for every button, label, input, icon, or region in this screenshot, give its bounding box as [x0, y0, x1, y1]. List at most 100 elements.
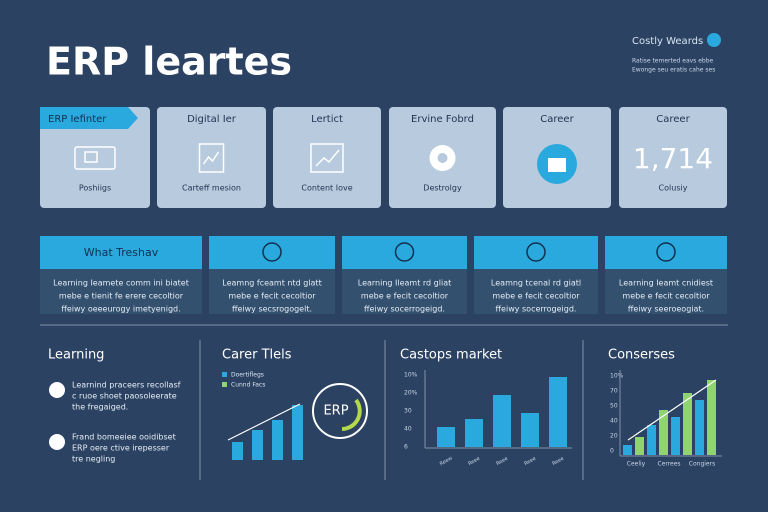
y-tick-label: 30 [404, 408, 412, 415]
card-caption: Colusiy [659, 184, 688, 193]
card-caption: Poshiigs [79, 184, 111, 193]
y-tick-label: 20% [404, 390, 418, 397]
card-caption: Content Iove [301, 184, 352, 193]
legend-label: Cunnd Facs [231, 382, 265, 389]
bar [521, 413, 539, 447]
bar [549, 377, 567, 447]
card-tab [40, 107, 138, 129]
item-text: Frand bomeeiee ooidibset [72, 433, 176, 442]
legend-label: Doertiflegs [231, 372, 264, 379]
icon [548, 158, 566, 172]
y-tick-label: 20 [610, 433, 618, 440]
badge-text: ERP [323, 404, 348, 419]
feature-text: ffeiwy secsrogogelt. [232, 305, 312, 314]
y-tick-label: 0 [610, 448, 614, 455]
icon [202, 151, 220, 165]
x-tick-label: Reew [439, 455, 454, 467]
card-label: Digital Ier [187, 114, 237, 125]
bar [635, 437, 644, 455]
feature-text: mebe e fecit cecoltior [228, 292, 316, 301]
header-note: Ratise temerted eavs ebbe [632, 58, 714, 65]
y-tick-label: 50 [610, 403, 618, 410]
feature-text: Leamng tcenal rd giatl [491, 279, 581, 288]
x-tick-label: Reee [495, 456, 509, 467]
icon [198, 143, 225, 173]
bar [647, 425, 656, 455]
item-text: tre negling [72, 455, 115, 464]
y-tick-label: 10% [610, 373, 624, 380]
feature-text: ffeiwy socerrogeigd. [496, 305, 577, 314]
feature-text: mebe e tienit fe erere cecoltior [59, 292, 184, 301]
card-label: Career [540, 114, 574, 125]
badge-arc [341, 398, 362, 431]
item-icon [49, 382, 65, 398]
feature-text: Leamng fceamt ntd glatt [222, 279, 321, 288]
feature-icon [656, 242, 676, 262]
feature-header [342, 236, 467, 269]
feature-header [605, 236, 727, 269]
feature-icon [394, 242, 415, 262]
bar [493, 395, 511, 447]
y-tick-label: 70 [610, 388, 618, 395]
feature-text: ffeiwy seeroeogiat. [628, 305, 704, 314]
x-tick-label: Congiers [689, 461, 715, 468]
bar [707, 380, 716, 455]
card-tab-label: ERP Iefinter [48, 114, 107, 125]
y-tick-label: 6 [404, 444, 408, 451]
card-value: 1,714 [633, 142, 713, 175]
trend-line [227, 403, 301, 441]
item-icon [49, 434, 65, 450]
badge-label: Costly Weards [632, 36, 703, 47]
bar [232, 442, 243, 460]
x-tick-label: Reee [551, 456, 565, 467]
feature-text: Learning Ieamete comm ini biatet [53, 279, 189, 288]
card-caption: Destrolgy [423, 184, 462, 193]
card [273, 107, 381, 208]
bar [659, 410, 668, 455]
header-note: Ewonge seu eratis cahe ses [632, 67, 715, 74]
feature-text: Learning Ileamt rd gliat [358, 279, 451, 288]
item-text: c ruoe shoet paosoleerate [72, 392, 177, 401]
legend-swatch [222, 372, 227, 377]
feature-icon [262, 242, 282, 262]
y-tick-label: 10% [404, 372, 418, 379]
x-tick-label: Cerrees [657, 461, 680, 468]
icon [310, 143, 344, 173]
feature-title: What Treshav [84, 246, 159, 259]
icon [315, 149, 340, 167]
icon [74, 146, 116, 170]
bar [272, 420, 283, 460]
card [157, 107, 266, 208]
item-text: ERP oere ctive irepesser [72, 444, 170, 453]
bar [671, 417, 680, 455]
feature-text: mebe e fecit cecoltior [492, 292, 580, 301]
card-label: Career [656, 114, 690, 125]
bar [695, 400, 704, 455]
feature-text: ffeiwy socerrogeigd. [364, 305, 445, 314]
bar [252, 430, 263, 460]
legend-swatch [222, 382, 227, 387]
feature-header [209, 236, 335, 269]
y-tick-label: 40 [404, 426, 412, 433]
feature-text: mebe e fecit cecoltior [622, 292, 710, 301]
x-tick-label: Reee [467, 456, 481, 467]
item-text: Learnind praceers recollasf [72, 381, 181, 390]
panel-title: Carer Tlels [222, 348, 292, 363]
card [40, 107, 150, 208]
y-tick-label: 40 [610, 418, 618, 425]
feature-text: Learning Ieamt cnidiest [619, 279, 713, 288]
panel-title: Learning [48, 348, 104, 363]
card-label: Lertict [311, 114, 343, 125]
x-tick-label: Reee [523, 456, 537, 467]
feature-header [40, 236, 202, 269]
x-tick-label: Ceeliy [627, 461, 646, 468]
bar [292, 405, 303, 460]
icon [437, 153, 448, 163]
trend-line [627, 379, 717, 441]
bar [465, 419, 483, 447]
card [619, 107, 727, 208]
icon [84, 151, 98, 163]
feature-header [474, 236, 598, 269]
